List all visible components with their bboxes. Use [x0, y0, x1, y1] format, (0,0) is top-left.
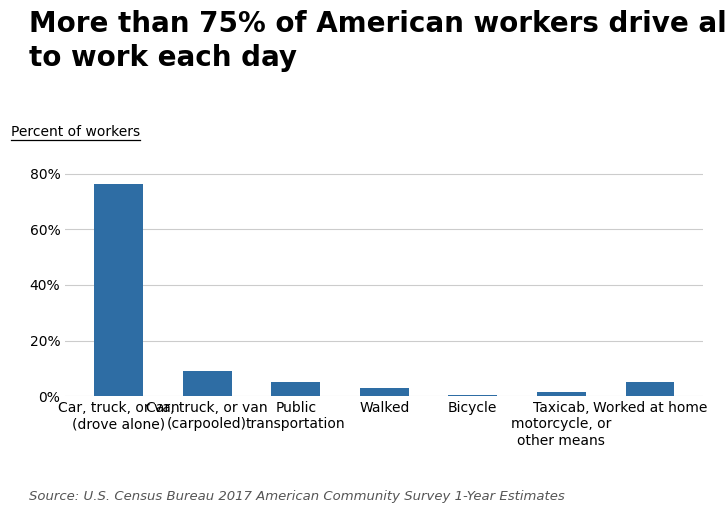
Bar	[271, 382, 320, 396]
Bar	[183, 371, 231, 396]
Bar	[537, 392, 586, 396]
Bar	[94, 184, 143, 396]
Text: Source: U.S. Census Bureau 2017 American Community Survey 1-Year Estimates: Source: U.S. Census Bureau 2017 American…	[29, 490, 565, 503]
Bar	[626, 383, 674, 396]
Bar	[449, 395, 497, 396]
Text: Percent of workers: Percent of workers	[11, 125, 140, 139]
Text: More than 75% of American workers drive alone
to work each day: More than 75% of American workers drive …	[29, 10, 725, 72]
Bar	[360, 389, 409, 396]
